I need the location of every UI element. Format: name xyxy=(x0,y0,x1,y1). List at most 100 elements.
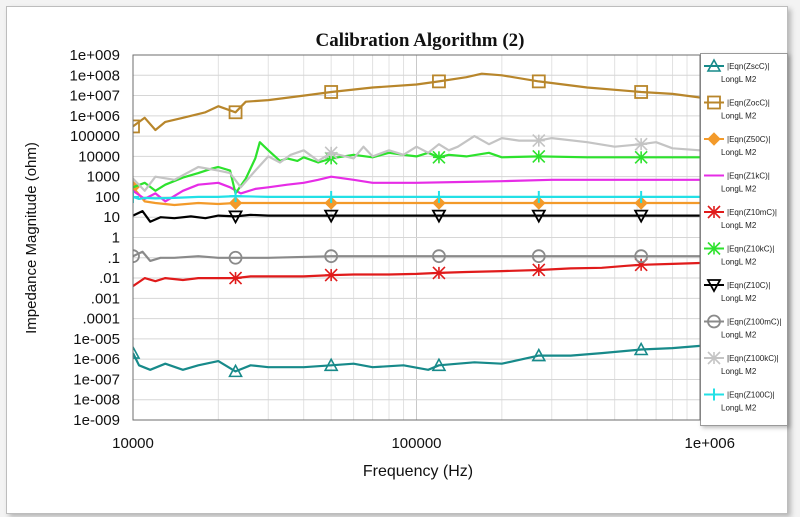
series-line xyxy=(133,344,700,373)
data-point-marker xyxy=(324,196,338,210)
series-2 xyxy=(133,180,700,210)
y-tick-label: 1e+007 xyxy=(70,88,120,105)
chart-title: Calibration Algorithm (2) xyxy=(316,30,525,51)
legend-sublabel: LongL M2 xyxy=(721,404,757,413)
legend-label: |Eqn(ZocC)| xyxy=(727,99,770,108)
legend-entry: |Eqn(ZscC)| LongL M2 xyxy=(704,58,769,84)
y-tick-label: 1e-007 xyxy=(73,371,120,388)
legend-label: |Eqn(Z10mC)| xyxy=(727,208,777,217)
y-tick-label: 100 xyxy=(95,189,120,206)
data-point-marker xyxy=(531,347,547,362)
data-point-marker xyxy=(432,190,445,203)
legend-sublabel: LongL M2 xyxy=(721,294,757,303)
series-3 xyxy=(133,175,700,203)
legend-entry: |Eqn(Z100kC)| LongL M2 xyxy=(704,351,779,376)
data-point-marker xyxy=(323,209,339,224)
legend-swatch-marker xyxy=(706,58,722,72)
y-tick-label: .1 xyxy=(107,250,120,267)
data-point-marker xyxy=(432,150,446,164)
data-point-marker xyxy=(432,266,446,280)
y-tick-label: 1e-008 xyxy=(73,392,120,409)
y-tick-label: 100000 xyxy=(70,128,120,145)
grid xyxy=(132,54,701,421)
y-tick-label: 10 xyxy=(103,209,120,226)
data-point-marker xyxy=(324,249,339,264)
series-line xyxy=(133,175,700,203)
series-layer xyxy=(133,72,700,378)
legend-entry: |Eqn(Z10C)| LongL M2 xyxy=(704,279,770,303)
data-point-marker xyxy=(633,341,649,356)
x-tick-label: 1e+006 xyxy=(685,435,735,452)
data-point-marker xyxy=(133,345,141,359)
y-tick-label: 1000 xyxy=(87,169,120,186)
legend-swatch-marker xyxy=(707,351,721,365)
data-point-marker xyxy=(228,105,243,120)
series-line xyxy=(133,195,700,200)
legend-entry: |Eqn(Z10kC)| LongL M2 xyxy=(704,241,774,267)
legend-label: |Eqn(ZscC)| xyxy=(727,62,769,71)
data-point-marker xyxy=(432,249,446,264)
y-tick-label: 1e-005 xyxy=(73,331,120,348)
axes: 1e+009 1e+008 1e+007 1e+006 100000 10000 1000 1… xyxy=(70,47,735,452)
legend-entry: |Eqn(ZocC)| LongL M2 xyxy=(704,95,770,121)
data-point-marker xyxy=(431,209,447,224)
data-point-marker xyxy=(532,263,546,277)
legend-entry: |Eqn(Z50C)| LongL M2 xyxy=(704,132,770,157)
data-point-marker xyxy=(531,249,546,264)
legend-swatch-marker xyxy=(707,314,721,329)
data-point-marker xyxy=(324,85,339,99)
y-tick-label: 1e+006 xyxy=(70,108,120,125)
legend-swatch-marker xyxy=(706,279,722,293)
legend-swatch-marker xyxy=(707,241,721,256)
legend-swatch-marker xyxy=(707,95,721,110)
data-point-marker xyxy=(133,190,139,203)
legend-sublabel: LongL M2 xyxy=(721,185,757,194)
legend-swatch-marker xyxy=(707,132,721,146)
data-point-marker xyxy=(432,74,446,89)
data-point-marker xyxy=(432,196,446,210)
legend-entry: |Eqn(Z10mC)| LongL M2 xyxy=(704,205,777,230)
y-tick-label: 1e+009 xyxy=(70,47,120,64)
y-tick-label: .0001 xyxy=(82,311,120,328)
series-line xyxy=(133,72,700,132)
series-1 xyxy=(133,72,700,134)
x-axis-label: Frequency (Hz) xyxy=(363,463,473,480)
data-point-marker xyxy=(635,190,648,203)
y-tick-label: .001 xyxy=(91,290,120,307)
data-point-marker xyxy=(325,190,338,203)
data-point-marker xyxy=(228,210,244,225)
x-tick-label: 100000 xyxy=(391,435,441,452)
legend-sublabel: LongL M2 xyxy=(721,75,757,84)
y-tick-label: 1 xyxy=(112,230,120,247)
data-point-marker xyxy=(532,190,545,203)
data-point-marker xyxy=(532,134,546,148)
y-tick-label: .01 xyxy=(99,270,120,287)
data-point-marker xyxy=(634,137,648,151)
legend-label: |Eqn(Z10C)| xyxy=(727,281,770,290)
legend-label: |Eqn(Z100mC)| xyxy=(727,318,781,327)
data-point-marker xyxy=(228,250,243,265)
data-point-marker xyxy=(634,249,649,264)
legend-entry: |Eqn(Z1kC)| LongL M2 xyxy=(704,172,770,194)
legend-entry: |Eqn(Z100mC)| LongL M2 xyxy=(704,314,781,340)
data-point-marker xyxy=(133,249,140,264)
y-axis-label: Impedance Magnitude (ohm) xyxy=(23,142,40,334)
legend-swatch-marker xyxy=(707,205,721,219)
legend-sublabel: LongL M2 xyxy=(721,112,757,121)
data-point-marker xyxy=(323,357,339,372)
data-point-marker xyxy=(634,85,649,99)
series-6 xyxy=(133,209,700,225)
series-0 xyxy=(133,341,700,378)
legend-sublabel: LongL M2 xyxy=(721,331,757,340)
data-point-marker xyxy=(431,357,447,372)
data-point-marker xyxy=(531,209,547,224)
legend-sublabel: LongL M2 xyxy=(721,258,757,267)
data-point-marker xyxy=(531,74,546,89)
y-tick-label: 10000 xyxy=(78,148,120,165)
data-point-marker xyxy=(228,196,243,210)
data-point-marker xyxy=(532,149,546,163)
data-point-marker xyxy=(228,363,243,378)
legend-sublabel: LongL M2 xyxy=(721,367,757,376)
legend: |Eqn(ZscC)|LongL M2|Eqn(ZocC)|LongL M2|E… xyxy=(704,58,781,413)
legend-label: |Eqn(Z50C)| xyxy=(727,135,770,144)
